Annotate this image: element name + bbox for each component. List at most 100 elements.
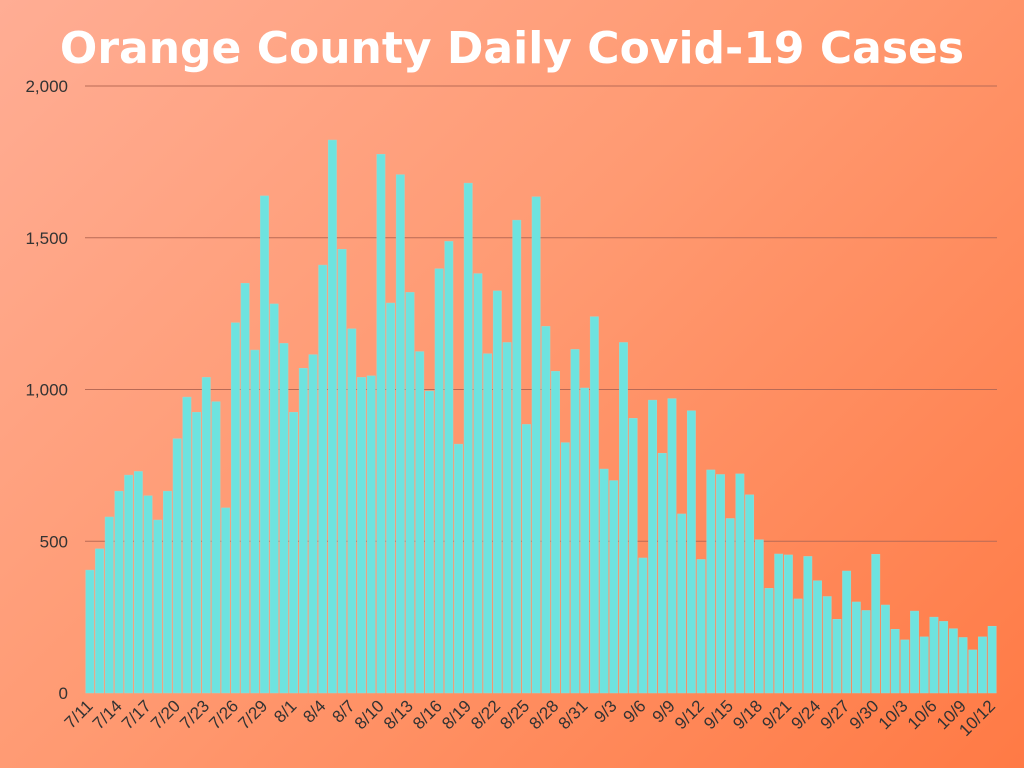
bar xyxy=(570,349,580,694)
bar xyxy=(279,343,289,694)
x-tick-label: 7/14 xyxy=(89,696,126,733)
bar xyxy=(95,548,104,694)
bar xyxy=(871,554,881,694)
bar xyxy=(919,636,929,694)
x-tick-label: 7/23 xyxy=(176,696,213,733)
bar xyxy=(589,316,599,694)
y-axis-ticks: 0 500 1,000 1,500 2,000 xyxy=(25,77,68,703)
bar xyxy=(851,601,861,694)
bar xyxy=(308,354,318,694)
bar xyxy=(124,474,134,694)
x-tick-label: 8/25 xyxy=(496,696,533,733)
bar xyxy=(357,377,366,694)
bar xyxy=(434,268,444,694)
bars xyxy=(85,139,997,694)
bar xyxy=(104,516,114,694)
x-tick-label: 9/21 xyxy=(758,696,795,733)
y-tick-label: 1,000 xyxy=(25,381,68,400)
bar xyxy=(483,353,493,694)
bar xyxy=(929,616,939,694)
bar xyxy=(415,351,425,694)
bar xyxy=(153,519,163,694)
bar xyxy=(832,618,842,694)
bar xyxy=(609,480,619,694)
bar xyxy=(657,452,667,694)
bar xyxy=(580,387,590,694)
x-tick-label: 8/10 xyxy=(351,696,388,733)
bar xyxy=(114,490,124,694)
y-tick-label: 1,500 xyxy=(25,229,68,248)
bar xyxy=(793,598,803,694)
bar xyxy=(890,629,900,694)
bar xyxy=(900,639,910,694)
x-tick-label: 7/17 xyxy=(118,696,155,733)
bar xyxy=(201,377,211,694)
x-tick-label: 10/3 xyxy=(875,696,912,733)
x-tick-label: 9/15 xyxy=(700,696,737,733)
bar xyxy=(813,580,822,694)
chart-title: Orange County Daily Covid-19 Cases xyxy=(60,23,964,74)
bar xyxy=(706,469,716,694)
bar xyxy=(260,195,269,694)
x-tick-label: 8/13 xyxy=(380,696,417,733)
bar xyxy=(386,302,396,694)
x-tick-label: 9/27 xyxy=(817,696,854,733)
bar xyxy=(425,390,434,694)
bar xyxy=(774,553,784,694)
bar xyxy=(541,326,551,694)
bar xyxy=(182,396,192,694)
bar xyxy=(133,471,143,694)
bar xyxy=(463,182,473,694)
x-axis-ticks: 7/117/147/177/207/237/267/298/18/48/78/1… xyxy=(61,696,999,740)
bar xyxy=(337,249,347,694)
bar xyxy=(405,292,415,694)
y-tick-label: 0 xyxy=(59,684,68,703)
x-tick-label: 8/1 xyxy=(270,696,300,726)
bar xyxy=(250,349,260,694)
bar xyxy=(85,569,95,694)
bar xyxy=(163,490,172,694)
x-tick-label: 9/6 xyxy=(620,696,650,726)
x-tick-label: 7/20 xyxy=(147,696,184,733)
x-tick-label: 9/24 xyxy=(788,696,825,733)
bar xyxy=(754,539,764,694)
bar xyxy=(551,371,560,694)
x-tick-label: 9/30 xyxy=(846,696,883,733)
bar xyxy=(716,474,725,694)
bar xyxy=(987,625,997,694)
bar xyxy=(192,412,201,694)
x-tick-label: 8/4 xyxy=(299,696,329,726)
x-tick-label: 8/19 xyxy=(438,696,475,733)
bar xyxy=(599,468,609,694)
x-tick-label: 7/26 xyxy=(205,696,242,733)
bar xyxy=(939,621,949,694)
bar xyxy=(745,494,755,694)
bar xyxy=(648,399,657,694)
bar xyxy=(881,604,890,694)
bar xyxy=(638,557,648,694)
bar xyxy=(842,570,852,694)
bar xyxy=(172,438,182,694)
bar xyxy=(289,412,299,694)
bar xyxy=(347,328,357,694)
bar xyxy=(560,442,570,694)
bar xyxy=(822,596,832,694)
bar xyxy=(958,637,968,694)
x-tick-label: 8/31 xyxy=(555,696,592,733)
bar xyxy=(725,518,735,694)
bar xyxy=(667,398,677,694)
bar xyxy=(143,495,153,694)
bar xyxy=(318,264,328,694)
bar xyxy=(677,513,687,694)
bar xyxy=(473,273,483,694)
bar xyxy=(395,174,405,694)
bar xyxy=(376,154,386,694)
x-tick-label: 7/29 xyxy=(234,696,271,733)
bar xyxy=(522,424,531,694)
bar xyxy=(502,342,512,694)
x-tick-label: 8/22 xyxy=(467,696,504,733)
bar xyxy=(512,219,522,694)
x-tick-label: 8/16 xyxy=(409,696,446,733)
bar xyxy=(366,375,376,694)
grid-lines xyxy=(85,85,997,542)
